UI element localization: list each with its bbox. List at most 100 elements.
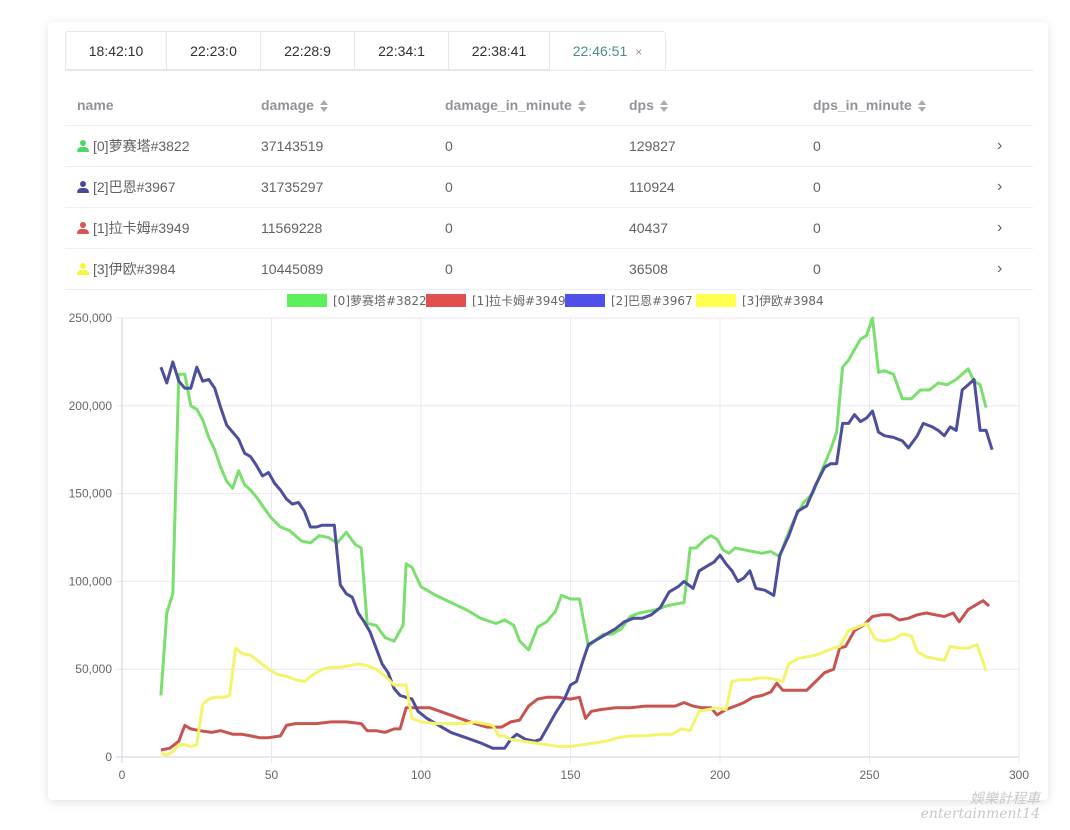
table-row[interactable]: [1]拉卡姆#3949 11569228 0 40437 0 › [65, 207, 1033, 249]
tab-1[interactable]: 22:23:0 [167, 31, 261, 70]
tab-4[interactable]: 22:38:41 [449, 31, 550, 70]
x-tick-label: 50 [265, 768, 279, 782]
y-tick-label: 150,000 [69, 487, 113, 501]
cell-damage-in-minute: 0 [433, 166, 617, 208]
y-tick-label: 250,000 [69, 311, 113, 325]
watermark-text-cn: 娛樂計程車 [970, 791, 1040, 807]
header-damage-in-minute[interactable]: damage_in_minute [433, 84, 617, 126]
legend-swatch [565, 294, 605, 307]
cell-text: 36508 [629, 261, 668, 277]
user-icon [77, 222, 89, 234]
legend-label: [0]萝赛塔#3822 [333, 293, 427, 308]
cell-text: 11569228 [261, 220, 323, 236]
y-tick-label: 200,000 [69, 399, 113, 413]
dps-line-chart: 0 50,000 100,000 150,000 200,000 250,000 0 50 10… [69, 293, 1030, 782]
table-row[interactable]: [2]巴恩#3967 31735297 0 110924 0 › [65, 166, 1033, 208]
sort-icon[interactable] [319, 99, 328, 112]
x-tick-label: 300 [1009, 768, 1029, 782]
cell-text: 10445089 [261, 261, 324, 277]
y-tick-label: 0 [105, 750, 112, 764]
tab-label: 22:34:1 [378, 43, 425, 59]
user-icon [77, 263, 89, 275]
table-row[interactable]: [3]伊欧#3984 10445089 0 36508 0 › [65, 248, 1033, 290]
tab-3[interactable]: 22:34:1 [355, 31, 449, 70]
cell-text: [0]萝赛塔#3822 [93, 138, 190, 154]
cell-text: 40437 [629, 220, 668, 236]
tab-label: 22:46:51 [572, 43, 628, 59]
watermark-text-en: entertainment14 [920, 806, 1040, 822]
tab-label: 22:28:9 [284, 43, 331, 59]
y-tick-label: 100,000 [69, 574, 113, 588]
chevron-right-icon[interactable]: › [985, 207, 1033, 249]
chevron-right-icon[interactable]: › [985, 248, 1033, 290]
cell-dps: 129827 [617, 125, 801, 167]
cell-text: 0 [445, 261, 453, 277]
tab-0[interactable]: 18:42:10 [65, 31, 167, 70]
time-tabs: 18:42:10 22:23:0 22:28:9 22:34:1 22:38:41 22:… [65, 31, 666, 70]
cell-dps: 36508 [617, 248, 801, 290]
cell-dps-in-minute: 0 [801, 248, 985, 290]
legend-swatch [287, 294, 327, 307]
cell-text: 0 [445, 179, 453, 195]
y-tick-label: 50,000 [75, 662, 112, 676]
cell-text: 37143519 [261, 138, 324, 154]
cell-text: [3]伊欧#3984 [93, 261, 176, 277]
sort-icon[interactable] [659, 99, 668, 112]
tab-5[interactable]: 22:46:51 × [550, 31, 666, 70]
cell-name: [1]拉卡姆#3949 [65, 207, 249, 249]
legend-label: [1]拉卡姆#3949 [472, 293, 566, 308]
series-line-2 [159, 360, 994, 750]
sort-icon[interactable] [917, 99, 926, 112]
cell-dps-in-minute: 0 [801, 166, 985, 208]
tab-label: 22:23:0 [190, 43, 237, 59]
cell-text: 0 [445, 220, 453, 236]
cell-text: 129827 [629, 138, 676, 154]
header-name: name [65, 84, 249, 126]
header-dps[interactable]: dps [617, 84, 801, 126]
x-tick-label: 100 [411, 768, 431, 782]
x-tick-label: 0 [119, 768, 126, 782]
table-header-row: name damage damage_in_minute dps dps_in_… [65, 84, 1033, 126]
series-line-0 [159, 316, 988, 696]
cell-text: 0 [813, 220, 821, 236]
series-line-1 [160, 599, 991, 752]
series-line-3 [160, 622, 988, 757]
x-tick-label: 200 [710, 768, 730, 782]
close-icon[interactable]: × [635, 45, 643, 59]
cell-text: 0 [813, 261, 821, 277]
cell-damage-in-minute: 0 [433, 207, 617, 249]
cell-damage-in-minute: 0 [433, 125, 617, 167]
x-tick-label: 250 [859, 768, 879, 782]
user-icon [77, 140, 89, 152]
header-dps-in-minute[interactable]: dps_in_minute [801, 84, 985, 126]
cell-name: [3]伊欧#3984 [65, 248, 249, 290]
sort-icon[interactable] [577, 99, 586, 112]
cell-text: [1]拉卡姆#3949 [93, 220, 190, 236]
cell-damage: 10445089 [249, 248, 433, 290]
cell-dps-in-minute: 0 [801, 207, 985, 249]
cell-text: 0 [813, 179, 821, 195]
legend-swatch [426, 294, 466, 307]
tabs-divider [65, 70, 1033, 71]
cell-name: [2]巴恩#3967 [65, 166, 249, 208]
cell-text: [2]巴恩#3967 [93, 179, 176, 195]
user-icon [77, 181, 89, 193]
header-damage[interactable]: damage [249, 84, 433, 126]
header-expand [985, 84, 1033, 126]
cell-text: 110924 [629, 179, 675, 195]
legend-label: [3]伊欧#3984 [742, 294, 824, 308]
tab-label: 18:42:10 [88, 43, 144, 59]
cell-damage: 37143519 [249, 125, 433, 167]
cell-dps-in-minute: 0 [801, 125, 985, 167]
player-table: name damage damage_in_minute dps dps_in_… [65, 84, 1033, 290]
chevron-right-icon[interactable]: › [985, 166, 1033, 208]
chevron-right-icon[interactable]: › [985, 125, 1033, 167]
cell-damage: 11569228 [249, 207, 433, 249]
table-row[interactable]: [0]萝赛塔#3822 37143519 0 129827 0 › [65, 125, 1033, 167]
cell-dps: 110924 [617, 166, 801, 208]
cell-damage: 31735297 [249, 166, 433, 208]
cell-text: 0 [445, 138, 453, 154]
tab-2[interactable]: 22:28:9 [261, 31, 355, 70]
watermark: 娛樂計程車 entertainment14 [921, 792, 1040, 822]
cell-dps: 40437 [617, 207, 801, 249]
